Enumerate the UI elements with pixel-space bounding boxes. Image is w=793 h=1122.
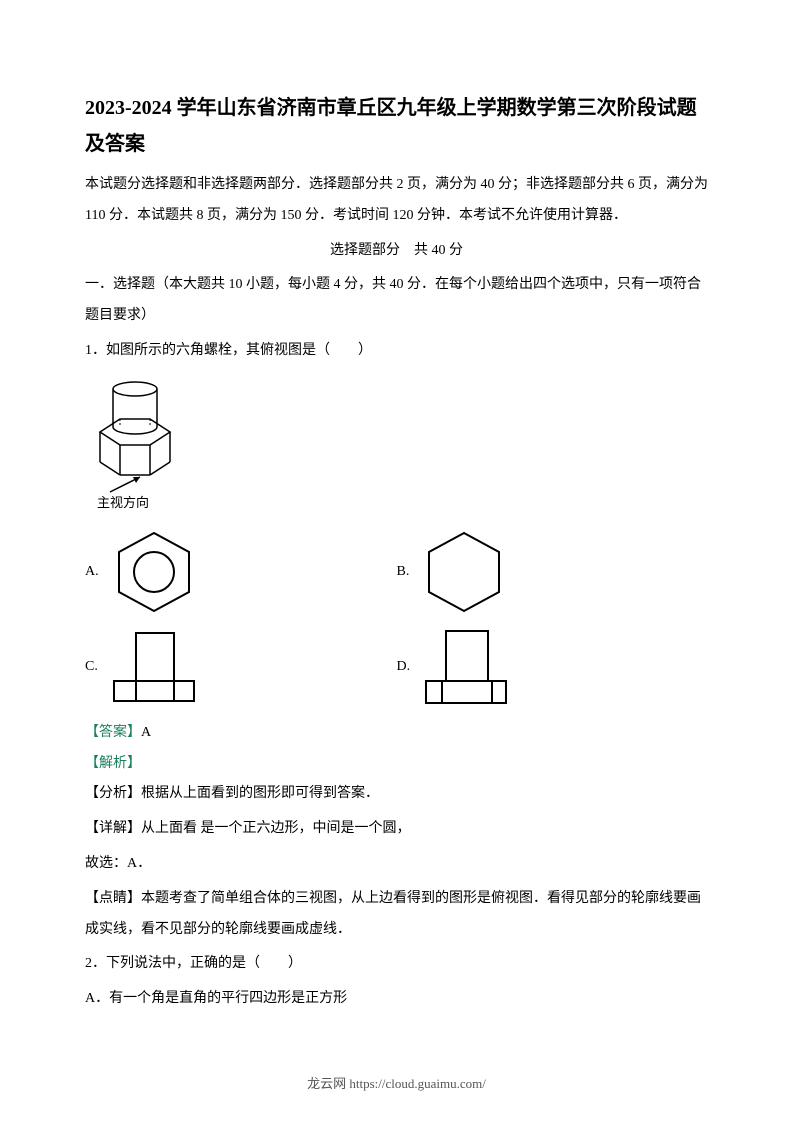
option-c-figure: [106, 627, 201, 707]
exam-title: 2023-2024 学年山东省济南市章丘区九年级上学期数学第三次阶段试题及答案: [85, 90, 708, 162]
answer-line: 【答案】A: [85, 718, 708, 749]
options-row-1: A. B.: [85, 527, 708, 617]
question-1-figure: 主视方向: [85, 377, 708, 517]
figure-caption: 主视方向: [97, 495, 149, 510]
option-a: A.: [85, 527, 397, 617]
analysis-p4: 【点睛】本题考查了简单组合体的三视图，从上边看得到的图形是俯视图．看得见部分的轮…: [85, 884, 708, 946]
question-2-option-a: A．有一个角是直角的平行四边形是正方形: [85, 984, 708, 1015]
analysis-p3: 故选：A．: [85, 849, 708, 880]
option-c-label: C.: [85, 659, 98, 675]
option-c: C.: [85, 627, 397, 707]
option-a-figure: [107, 527, 202, 617]
option-b-figure: [417, 527, 512, 617]
analysis-p2: 【详解】从上面看 是一个正六边形，中间是一个圆，: [85, 814, 708, 845]
option-d-figure: [418, 625, 513, 710]
option-a-label: A.: [85, 564, 99, 580]
option-b: B.: [397, 527, 709, 617]
question-2-text: 2．下列说法中，正确的是（ ）: [85, 949, 708, 980]
option-b-label: B.: [397, 564, 410, 580]
answer-value: A: [141, 725, 151, 740]
options-row-2: C. D.: [85, 625, 708, 710]
intro-paragraph: 本试题分选择题和非选择题两部分．选择题部分共 2 页，满分为 40 分；非选择题…: [85, 170, 708, 232]
section-instruction: 一．选择题（本大题共 10 小题，每小题 4 分，共 40 分．在每个小题给出四…: [85, 270, 708, 332]
section-header: 选择题部分 共 40 分: [85, 236, 708, 267]
option-d: D.: [397, 625, 709, 710]
page-footer: 龙云网 https://cloud.guaimu.com/: [0, 1073, 793, 1092]
analysis-label: 【解析】: [85, 749, 708, 780]
answer-label: 【答案】: [85, 725, 141, 740]
option-d-label: D.: [397, 659, 411, 675]
analysis-p1: 【分析】根据从上面看到的图形即可得到答案．: [85, 779, 708, 810]
question-1-text: 1．如图所示的六角螺栓，其俯视图是（ ）: [85, 336, 708, 367]
